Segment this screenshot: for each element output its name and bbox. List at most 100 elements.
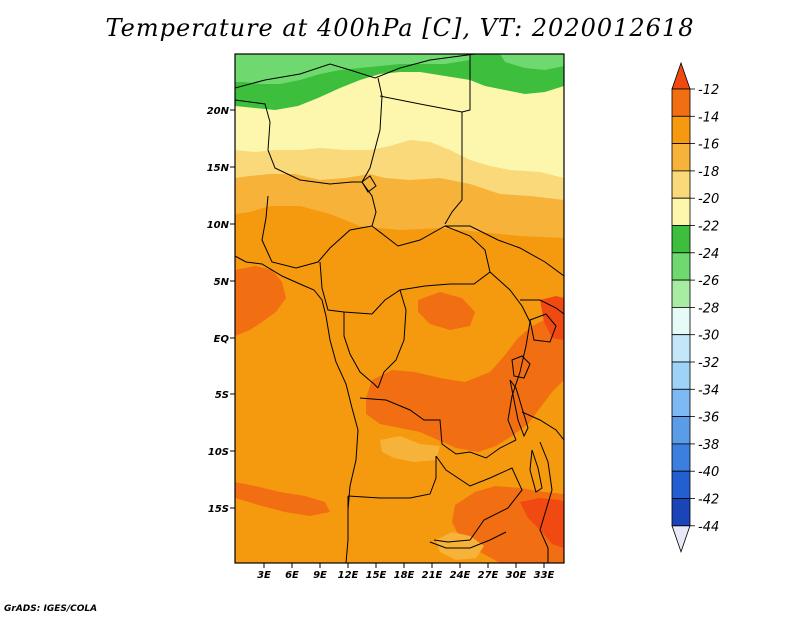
colorbar-swatch (671, 470, 691, 499)
band-26-24-east (500, 54, 564, 70)
coast-west (235, 255, 359, 511)
lake-victoria (529, 313, 557, 343)
colorbar-bottom-arrow (671, 525, 691, 554)
colorbar-label: -26 (698, 274, 719, 289)
country-boundaries (235, 54, 564, 563)
colorbar-label: -30 (698, 329, 719, 344)
colorbar-swatch (671, 170, 691, 199)
lake-malawi (529, 449, 543, 493)
lat-label-15n: 15N (207, 163, 230, 174)
colorbar-label: -38 (698, 438, 719, 453)
border-sahara-north (235, 54, 476, 89)
lon-label-33e: 33E (534, 570, 555, 581)
lat-label-5n: 5N (214, 277, 230, 288)
border-malawi (539, 441, 553, 563)
lon-label-3e: 3E (257, 570, 271, 581)
lat-label-eq: EQ (214, 334, 230, 345)
border-angola-north (359, 397, 517, 459)
band-18-16-south (380, 436, 440, 462)
border-namibia (345, 496, 349, 563)
grads-credit: GrADS: IGES/COLA (4, 604, 98, 614)
lon-labels: 3E 6E 9E 12E 15E 18E 21E 24E 27E 30E 33E (257, 570, 554, 581)
colorbar-label: -18 (698, 165, 719, 180)
border-botswana (429, 531, 507, 549)
border-south-sudan (445, 225, 564, 277)
colorbar-swatch (671, 143, 691, 172)
colorbar-label: -16 (698, 138, 719, 153)
map-title: Temperature at 400hPa [C], VT: 202001261… (105, 14, 695, 42)
lat-label-20n: 20N (207, 106, 230, 117)
colorbar-swatch (671, 306, 691, 336)
border-drc-east (489, 271, 531, 441)
colorbar-swatch (671, 498, 691, 527)
colorbar-top-arrow (671, 61, 691, 90)
lake-chad (361, 175, 377, 193)
border-chad-sudan (379, 95, 463, 113)
colorbar-swatch (671, 279, 691, 308)
colorbar-label: -20 (698, 192, 719, 207)
lon-label-21e: 21E (422, 570, 443, 581)
lat-axis (230, 109, 235, 509)
lon-label-12e: 12E (338, 570, 359, 581)
colorbar-swatch (671, 443, 691, 472)
lon-label-27e: 27E (478, 570, 499, 581)
lat-label-10n: 10N (207, 220, 230, 231)
warm-patch-congo (366, 314, 564, 452)
border-libya (461, 54, 471, 113)
lon-label-30e: 30E (506, 570, 527, 581)
band-18-16-southeast (436, 532, 484, 560)
warm-patch-westcoast (235, 266, 286, 336)
colorbar-swatch (671, 252, 691, 281)
warm-patch-lake (540, 296, 564, 340)
border-drc-north (377, 289, 407, 389)
lon-label-24e: 24E (450, 570, 471, 581)
border-chad-niger (361, 77, 383, 227)
lat-label-15s: 15S (208, 504, 229, 515)
colorbar-label: -12 (698, 83, 719, 98)
border-tanzania (521, 411, 564, 441)
lon-axis (263, 563, 545, 568)
border-cameroon (319, 261, 373, 315)
colorbar-label: -24 (698, 247, 719, 262)
lon-label-6e: 6E (285, 570, 299, 581)
map-frame (234, 53, 565, 564)
colorbar-label: -42 (698, 493, 719, 508)
colorbar-swatch (671, 88, 691, 117)
border-mali-niger (235, 99, 362, 185)
colorbar-label: -14 (698, 110, 719, 125)
colorbar-label: -40 (698, 465, 719, 480)
border-gabon-congo (343, 312, 379, 389)
colorbar-swatch (671, 334, 691, 363)
colorbar: -12 -14 -16 -18 -20 -22 -24 -26 -28 -30 -32 -34 -36 -… (671, 61, 719, 554)
colorbar-swatch (671, 416, 691, 445)
colorbar-label: -32 (698, 356, 719, 371)
border-rwanda (511, 355, 531, 379)
colorbar-label: -44 (698, 520, 719, 535)
colorbar-swatch (671, 361, 691, 390)
colorbar-swatch (671, 388, 691, 417)
border-sudan-north (444, 112, 463, 225)
temperature-field (235, 54, 564, 563)
lat-label-10s: 10S (208, 447, 229, 458)
border-angola-south (347, 456, 437, 499)
colorbar-swatch (671, 225, 691, 254)
lat-labels: 20N 15N 10N 5N EQ 5S 10S 15S (207, 106, 230, 515)
warm-patch-north (418, 292, 475, 330)
lat-label-5s: 5S (215, 390, 229, 401)
lake-tanganyika (509, 379, 529, 438)
lon-label-15e: 15E (366, 570, 387, 581)
colorbar-label: -34 (698, 383, 719, 398)
border-nigeria (261, 195, 373, 269)
lon-label-9e: 9E (313, 570, 327, 581)
warm-patch-southwest (235, 482, 330, 516)
colorbar-label: -28 (698, 301, 719, 316)
border-uganda-kenya (520, 299, 564, 315)
lon-label-18e: 18E (394, 570, 415, 581)
colorbar-label: -36 (698, 411, 719, 426)
colorbar-label: -22 (698, 220, 719, 235)
border-zambia (433, 455, 523, 543)
colorbar-swatch (671, 197, 691, 226)
colorbar-swatch (671, 115, 691, 145)
band-26-24 (235, 54, 470, 84)
